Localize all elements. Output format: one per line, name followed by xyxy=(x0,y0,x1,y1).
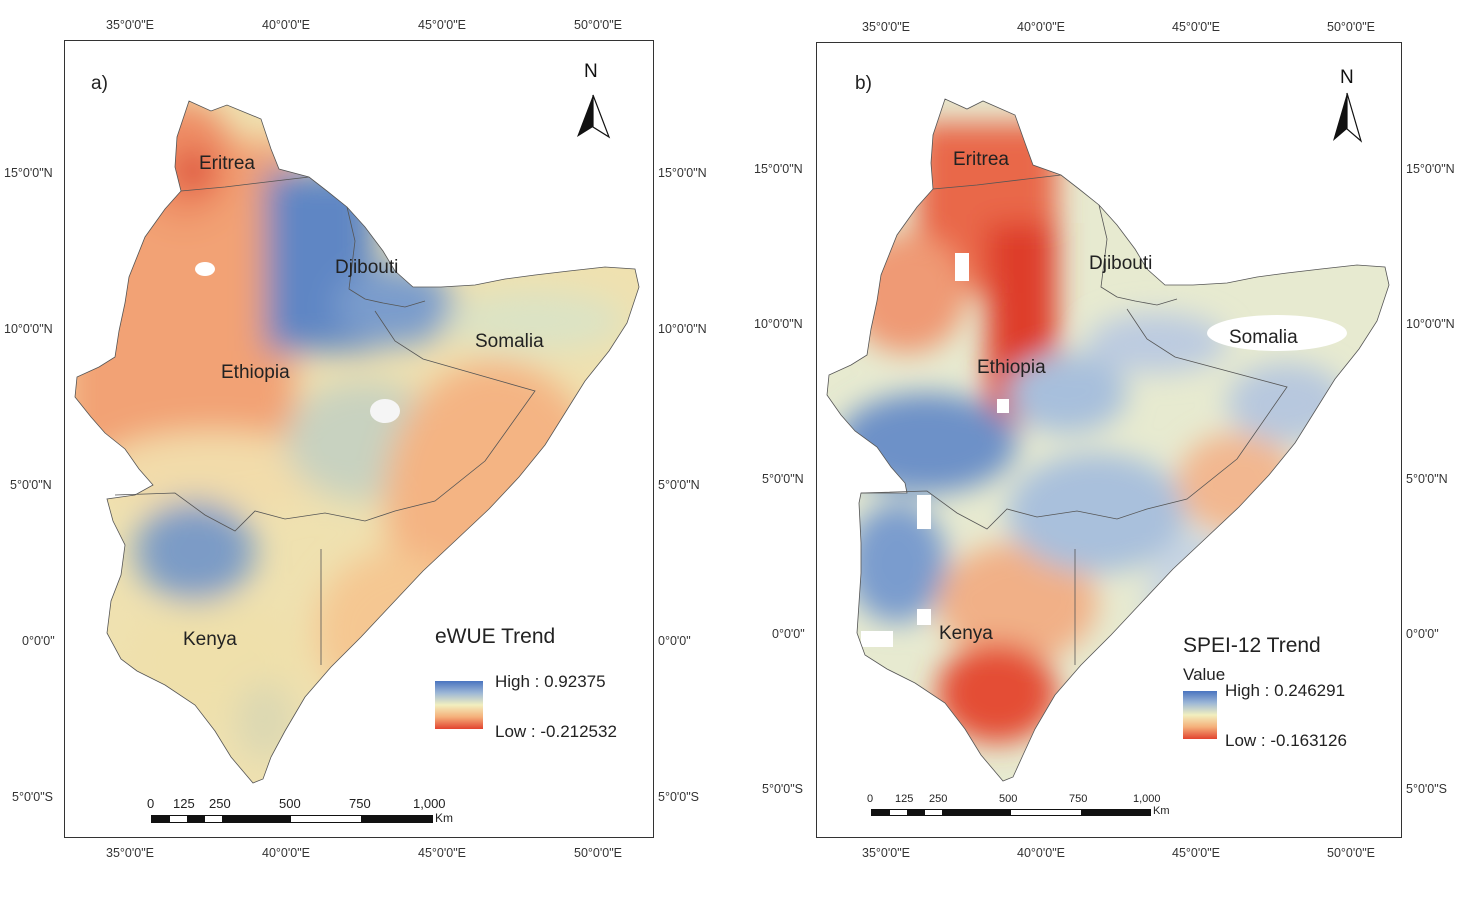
panel-label-b: b) xyxy=(855,73,872,94)
scale-label-a-0: 0 xyxy=(147,796,155,811)
country-label-kenya-b: Kenya xyxy=(939,623,993,644)
legend-low-b: Low : -0.163126 xyxy=(1225,731,1347,750)
north-label-a: N xyxy=(584,61,598,82)
country-label-somalia-b: Somalia xyxy=(1229,327,1298,348)
left-tick-b-2: 10°0'0"N xyxy=(754,317,803,331)
scale-label-b-500: 500 xyxy=(999,793,1018,805)
scale-label-b-0: 0 xyxy=(867,793,874,805)
scale-label-a-250: 250 xyxy=(209,796,231,811)
country-label-eritrea-a: Eritrea xyxy=(199,153,255,174)
scale-label-b-750: 750 xyxy=(1069,793,1088,805)
north-label-b: N xyxy=(1340,67,1354,88)
right-tick-a-2: 10°0'0"N xyxy=(658,322,707,336)
scale-bar-b xyxy=(871,809,1151,816)
scale-label-b-250: 250 xyxy=(929,793,948,805)
legend-title-b: SPEI-12 Trend xyxy=(1183,634,1321,657)
left-tick-b-3: 5°0'0"N xyxy=(762,472,804,486)
country-label-ethiopia-b: Ethiopia xyxy=(977,357,1046,378)
scale-label-a-1000: 1,000 xyxy=(413,796,446,811)
top-tick-a-4: 50°0'0"E xyxy=(574,18,622,32)
left-tick-b-5: 5°0'0"S xyxy=(762,782,804,796)
top-tick-a-2: 40°0'0"E xyxy=(262,18,310,32)
legend-color-ramp-b xyxy=(1183,691,1217,739)
map-panel-a: a) N Eritrea Djibouti Somalia Ethiopia K… xyxy=(64,40,654,838)
left-tick-a-1: 15°0'0"N xyxy=(4,166,53,180)
right-tick-b-5: 5°0'0"S xyxy=(1406,782,1448,796)
bottom-tick-b-2: 40°0'0"E xyxy=(1017,846,1065,860)
top-tick-b-1: 35°0'0"E xyxy=(862,20,910,34)
scale-label-a-125: 125 xyxy=(173,796,195,811)
legend-title-a: eWUE Trend xyxy=(435,625,556,648)
bottom-tick-a-1: 35°0'0"E xyxy=(106,846,154,860)
top-tick-b-2: 40°0'0"E xyxy=(1017,20,1065,34)
bottom-tick-a-3: 45°0'0"E xyxy=(418,846,466,860)
top-tick-a-3: 45°0'0"E xyxy=(418,18,466,32)
bottom-tick-b-3: 45°0'0"E xyxy=(1172,846,1220,860)
map-panel-b: b) N Eritrea Djibouti Somalia Ethiopia K… xyxy=(816,42,1402,838)
left-tick-a-4: 0°0'0" xyxy=(22,634,55,648)
scale-label-a-750: 750 xyxy=(349,796,371,811)
right-tick-a-4: 0°0'0" xyxy=(658,634,691,648)
ewue-trend-map xyxy=(74,94,640,784)
legend-high-a: High : 0.92375 xyxy=(495,672,606,691)
right-tick-a-5: 5°0'0"S xyxy=(658,790,700,804)
country-label-djibouti-a: Djibouti xyxy=(335,257,399,278)
country-label-djibouti-b: Djibouti xyxy=(1089,253,1153,274)
scale-label-a-500: 500 xyxy=(279,796,301,811)
country-label-ethiopia-a: Ethiopia xyxy=(221,362,290,383)
right-tick-b-4: 0°0'0" xyxy=(1406,627,1439,641)
left-tick-b-4: 0°0'0" xyxy=(772,627,805,641)
top-tick-a-1: 35°0'0"E xyxy=(106,18,154,32)
north-arrow-icon xyxy=(1333,92,1363,143)
left-tick-a-5: 5°0'0"S xyxy=(12,790,54,804)
right-tick-b-2: 10°0'0"N xyxy=(1406,317,1455,331)
legend-high-b: High : 0.246291 xyxy=(1225,681,1346,700)
top-tick-b-4: 50°0'0"E xyxy=(1327,20,1375,34)
scale-bar-a xyxy=(151,815,433,823)
right-tick-a-1: 15°0'0"N xyxy=(658,166,707,180)
scale-label-b-1000: 1,000 xyxy=(1133,793,1161,805)
right-tick-a-3: 5°0'0"N xyxy=(658,478,700,492)
left-tick-b-1: 15°0'0"N xyxy=(754,162,803,176)
legend-subtitle-b: Value xyxy=(1183,665,1226,684)
scale-unit-b: Km xyxy=(1153,805,1170,817)
bottom-tick-b-4: 50°0'0"E xyxy=(1327,846,1375,860)
right-tick-b-3: 5°0'0"N xyxy=(1406,472,1448,486)
country-label-eritrea-b: Eritrea xyxy=(953,149,1009,170)
legend-low-a: Low : -0.212532 xyxy=(495,722,617,741)
bottom-tick-b-1: 35°0'0"E xyxy=(862,846,910,860)
north-arrow-icon xyxy=(577,94,611,139)
left-tick-a-3: 5°0'0"N xyxy=(10,478,52,492)
country-label-somalia-a: Somalia xyxy=(475,331,544,352)
left-tick-a-2: 10°0'0"N xyxy=(4,322,53,336)
bottom-tick-a-2: 40°0'0"E xyxy=(262,846,310,860)
legend-color-ramp-a xyxy=(435,681,483,729)
panel-label-a: a) xyxy=(91,73,108,94)
spei12-trend-map xyxy=(826,92,1390,782)
country-label-kenya-a: Kenya xyxy=(183,629,237,650)
right-tick-b-1: 15°0'0"N xyxy=(1406,162,1455,176)
scale-unit-a: Km xyxy=(435,811,453,825)
bottom-tick-a-4: 50°0'0"E xyxy=(574,846,622,860)
top-tick-b-3: 45°0'0"E xyxy=(1172,20,1220,34)
scale-label-b-125: 125 xyxy=(895,793,914,805)
